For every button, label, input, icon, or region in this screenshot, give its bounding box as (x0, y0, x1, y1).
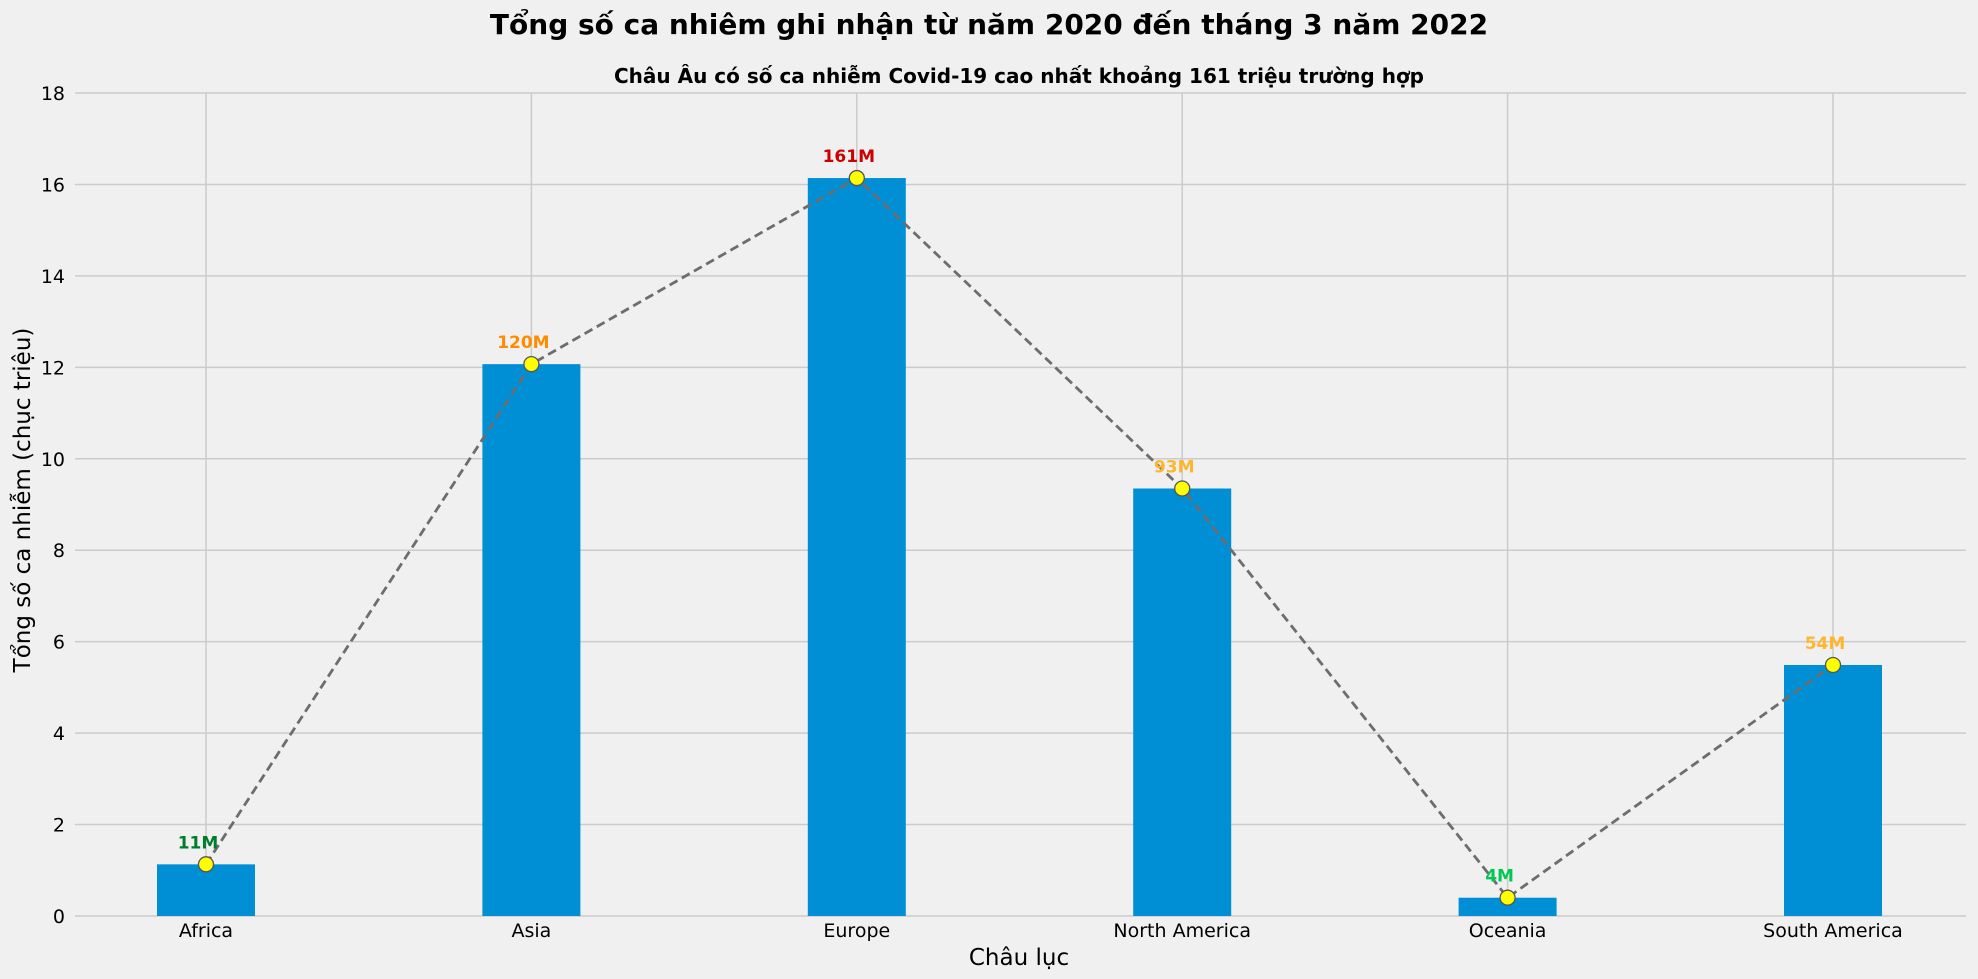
y-tick-label: 2 (53, 815, 65, 837)
chart-subtitle: Châu Âu có số ca nhiễm Covid-19 cao nhất… (614, 64, 1424, 88)
data-point (1499, 889, 1516, 906)
line-layer (197, 169, 1842, 906)
data-label: 54M (1805, 634, 1846, 654)
y-tick-label: 18 (41, 83, 65, 105)
x-tick-label: Europe (823, 920, 890, 942)
data-point (1824, 656, 1842, 674)
x-tick-label: Africa (179, 920, 233, 942)
y-tick-label: 10 (41, 449, 65, 471)
data-label: 93M (1154, 457, 1195, 477)
axis-layer: 0 2 4 6 8 10 12 14 16 18 Africa Asia Europe North Ame… (41, 83, 1903, 942)
y-tick-label: 4 (53, 723, 65, 745)
x-tick-label: South America (1763, 920, 1903, 942)
bar (1133, 488, 1232, 916)
x-axis-label: Châu lục (969, 945, 1069, 971)
y-tick-label: 6 (53, 632, 65, 654)
data-label: 120M (497, 333, 549, 353)
data-point (1174, 480, 1191, 497)
bar (1784, 664, 1882, 916)
y-tick-label: 14 (41, 266, 65, 288)
data-point (848, 169, 865, 187)
y-tick-label: 8 (53, 540, 65, 562)
x-tick-label: Oceania (1469, 920, 1547, 942)
chart-title: Tổng số ca nhiêm ghi nhận từ năm 2020 đế… (489, 8, 1489, 41)
y-tick-label: 0 (53, 906, 65, 928)
data-label: 11M (178, 833, 219, 853)
bar (482, 364, 581, 916)
bar (1458, 897, 1557, 916)
data-label: 161M (823, 147, 875, 167)
data-point (197, 856, 215, 873)
x-tick-label: North America (1113, 920, 1251, 942)
x-tick-label: Asia (511, 920, 551, 942)
y-tick-label: 16 (41, 174, 65, 196)
trend-line (204, 176, 1834, 900)
bar (157, 864, 255, 916)
data-label: 4M (1485, 867, 1514, 887)
bar (807, 178, 906, 916)
labels-layer: 11M 120M 161M 93M 4M 54M (178, 147, 1846, 887)
grid-layer (75, 92, 1966, 917)
y-tick-label: 12 (41, 357, 65, 379)
bars-layer (157, 178, 1882, 916)
data-point (523, 355, 540, 373)
y-axis-label: Tổng số ca nhiễm (chục triệu) (8, 328, 36, 674)
